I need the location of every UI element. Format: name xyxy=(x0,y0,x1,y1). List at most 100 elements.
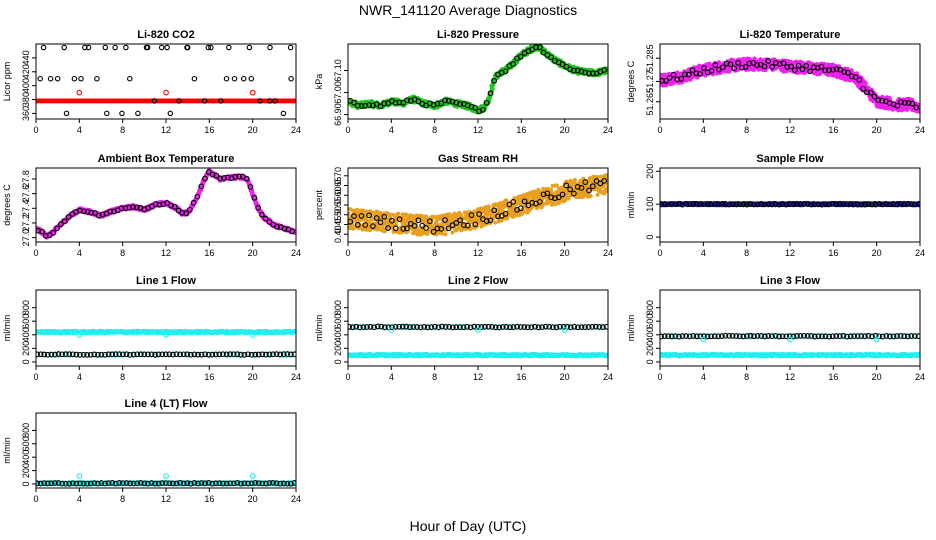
data-point xyxy=(270,351,276,358)
data-point xyxy=(563,182,570,189)
data-point xyxy=(524,324,531,331)
data-point xyxy=(439,323,445,330)
data-point xyxy=(381,100,388,107)
data-point xyxy=(548,54,554,61)
data-point xyxy=(112,44,118,51)
data-point xyxy=(693,70,700,77)
data-point xyxy=(552,195,558,202)
data-point xyxy=(158,44,165,51)
data-point xyxy=(205,351,212,358)
data-point xyxy=(578,324,585,330)
data-point xyxy=(786,201,793,207)
data-point xyxy=(77,351,83,358)
data-point xyxy=(48,351,55,358)
data-point xyxy=(102,351,108,358)
x-tick-label: 12 xyxy=(785,248,795,258)
data-point xyxy=(478,324,485,330)
data-point xyxy=(746,60,753,67)
data-point xyxy=(833,201,840,208)
data-point xyxy=(137,351,144,358)
x-tick-label: 0 xyxy=(657,125,662,135)
data-point xyxy=(257,98,263,104)
x-tick-label: 4 xyxy=(77,125,82,135)
data-point xyxy=(736,201,743,208)
data-point xyxy=(367,220,372,225)
data-point xyxy=(504,198,509,203)
data-point xyxy=(47,75,54,82)
data-point xyxy=(126,204,133,211)
data-point xyxy=(442,97,448,104)
data-point xyxy=(450,230,455,235)
data-point xyxy=(898,99,904,105)
data-point xyxy=(241,352,248,358)
data-point xyxy=(701,65,707,71)
data-point xyxy=(852,74,859,80)
data-point xyxy=(381,213,388,220)
data-point xyxy=(37,351,44,358)
data-point xyxy=(769,64,775,70)
data-point xyxy=(506,201,513,208)
data-point xyxy=(458,213,463,218)
y-tick-label: 0.50 xyxy=(333,206,343,224)
data-point xyxy=(358,103,365,109)
data-point xyxy=(184,351,191,358)
x-tick-label: 12 xyxy=(785,125,795,135)
data-point xyxy=(446,324,453,330)
data-point xyxy=(50,229,57,236)
data-point xyxy=(39,228,45,235)
data-point xyxy=(871,93,878,100)
data-point xyxy=(894,201,900,208)
data-point xyxy=(517,53,524,60)
data-point xyxy=(421,324,428,330)
data-point xyxy=(453,324,460,331)
data-point xyxy=(808,201,815,208)
data-point xyxy=(159,351,166,358)
data-point xyxy=(595,192,600,197)
data-point xyxy=(435,324,442,331)
y-tick-label: 400 xyxy=(21,78,31,93)
y-tick-label: 51.27 xyxy=(645,70,655,93)
points-box_temp xyxy=(36,168,296,240)
data-point xyxy=(91,351,98,358)
data-point xyxy=(84,209,91,215)
data-point xyxy=(135,110,141,117)
data-point xyxy=(875,97,882,104)
x-tick-label: 24 xyxy=(603,248,613,258)
data-point xyxy=(510,198,517,205)
data-point xyxy=(545,201,550,206)
x-tick-label: 16 xyxy=(204,248,214,258)
data-point xyxy=(690,200,697,207)
data-point xyxy=(464,323,470,330)
data-point xyxy=(54,75,61,82)
data-point xyxy=(414,324,420,330)
data-point xyxy=(423,214,428,219)
y-tick-label: 27.6 xyxy=(21,185,31,203)
data-point xyxy=(476,211,482,217)
x-tick-label: 4 xyxy=(77,248,82,258)
data-point xyxy=(55,351,62,357)
x-tick-label: 0 xyxy=(345,125,350,135)
points-pressure xyxy=(348,44,608,115)
data-point xyxy=(571,190,577,197)
data-point xyxy=(503,324,510,330)
data-point xyxy=(396,216,403,223)
data-point xyxy=(661,200,668,207)
data-point xyxy=(291,351,296,358)
data-point xyxy=(528,324,535,331)
data-point xyxy=(287,44,294,51)
data-point xyxy=(82,44,88,51)
data-point xyxy=(134,351,141,358)
data-point xyxy=(571,67,577,74)
data-point xyxy=(912,201,918,208)
data-point xyxy=(351,213,357,219)
data-point xyxy=(678,76,684,82)
data-point xyxy=(155,351,162,358)
y-axis-label: Licor ppm xyxy=(2,62,12,102)
data-point xyxy=(44,351,51,358)
data-point xyxy=(289,228,296,235)
data-point xyxy=(905,100,912,106)
x-tick-label: 4 xyxy=(389,372,394,382)
data-point xyxy=(517,324,524,330)
